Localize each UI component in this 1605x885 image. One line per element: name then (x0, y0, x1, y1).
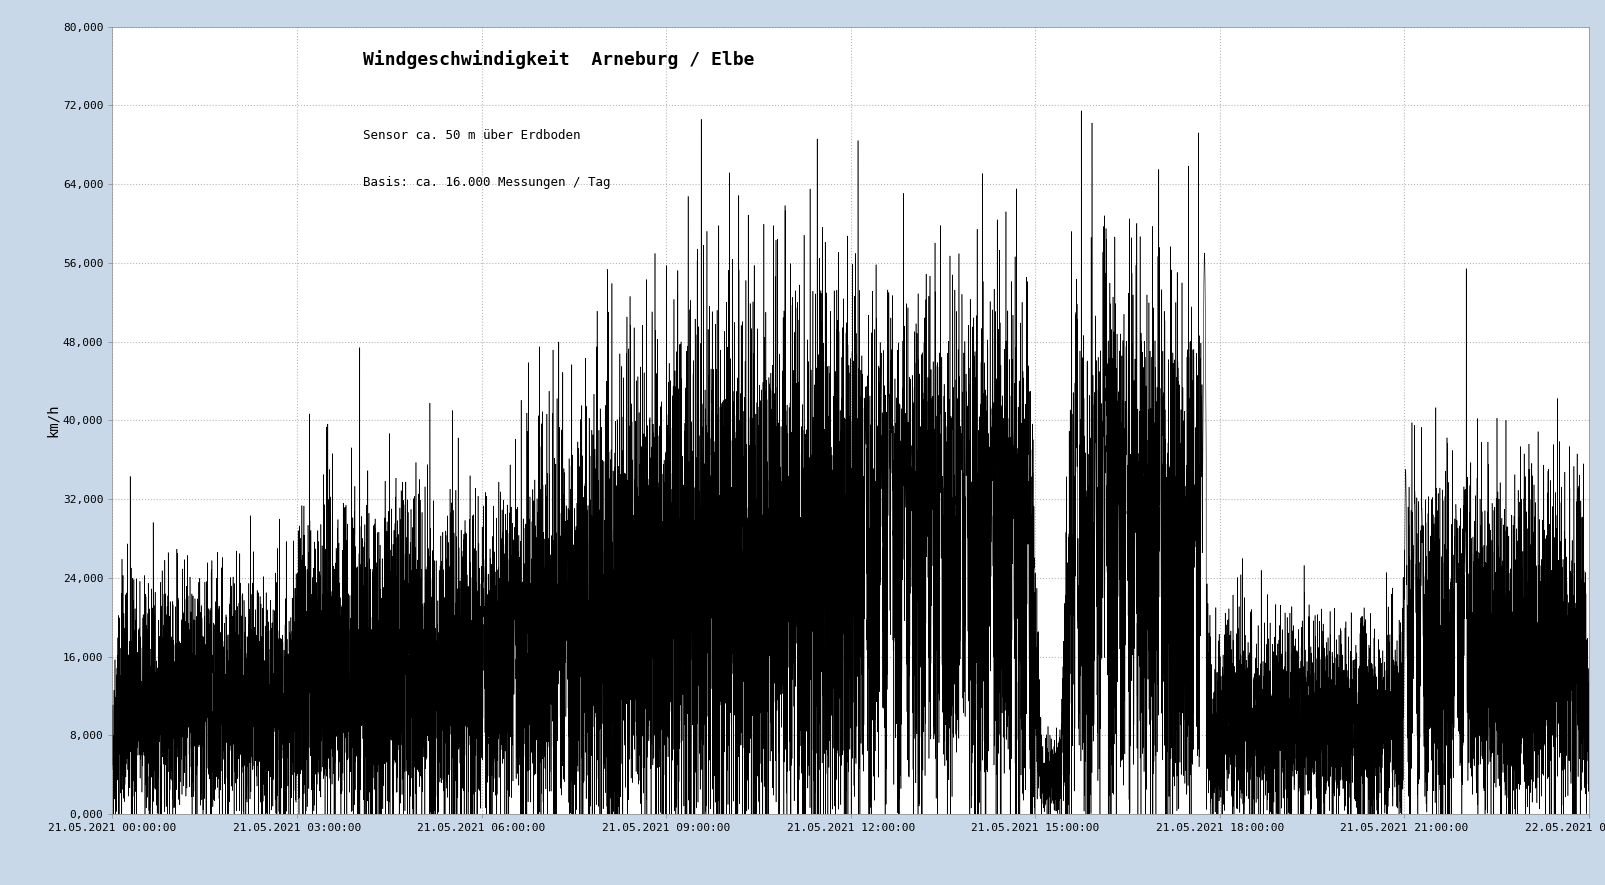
Text: Basis: ca. 16.000 Messungen / Tag: Basis: ca. 16.000 Messungen / Tag (363, 176, 612, 189)
Text: Windgeschwindigkeit  Arneburg / Elbe: Windgeschwindigkeit Arneburg / Elbe (363, 50, 754, 69)
Y-axis label: km/h: km/h (47, 404, 59, 437)
Text: Sensor ca. 50 m über Erdboden: Sensor ca. 50 m über Erdboden (363, 129, 581, 142)
